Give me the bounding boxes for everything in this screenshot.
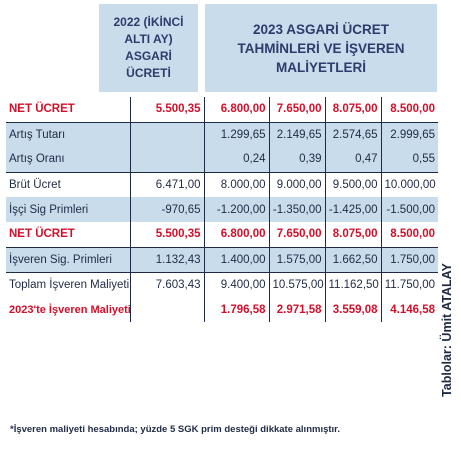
cell-scenario-3: 9.500,00	[324, 171, 381, 197]
cell-scenario-4: 1.750,00	[380, 246, 438, 272]
table-row-artis-tutari: Artış Tutarı 1.299,65 2.149,65 2.574,65 …	[6, 121, 438, 147]
table-row-toplam-isveren-maliyeti: Toplam İşveren Maliyeti 7.603,43 9.400,0…	[6, 271, 438, 297]
cell-scenario-1: 1.796,58	[203, 297, 269, 322]
cell-scenario-1: 9.400,00	[203, 271, 269, 297]
table-row-isveren-sig-primleri: İşveren Sig. Primleri 1.132,43 1.400,00 …	[6, 246, 438, 272]
header-2023-columns: 2023 ASGARİ ÜCRET TAHMİNLERİ VE İŞVEREN …	[205, 4, 437, 92]
cell-scenario-3: 8.075,00	[324, 97, 381, 122]
cell-scenario-1: 0,24	[203, 147, 269, 172]
cell-scenario-4: 8.500,00	[380, 97, 438, 122]
row-label: Brüt Ücret	[6, 171, 130, 197]
salary-cost-table: NET ÜCRET 5.500,35 6.800,00 7.650,00 8.0…	[6, 97, 438, 322]
table-row-net-ucret: NET ÜCRET 5.500,35 6.800,00 7.650,00 8.0…	[6, 97, 438, 122]
cell-scenario-4: 4.146,58	[380, 297, 438, 322]
cell-scenario-3: 1.662,50	[324, 246, 381, 272]
cell-scenario-1: 1.299,65	[203, 121, 269, 147]
cell-scenario-2: 7.650,00	[268, 222, 325, 247]
cell-2022: 5.500,35	[129, 97, 204, 122]
cell-scenario-3: 0,47	[324, 147, 381, 172]
cell-scenario-1: 8.000,00	[203, 171, 269, 197]
cell-scenario-3: 11.162,50	[324, 271, 381, 297]
cell-scenario-2: 0,39	[268, 147, 325, 172]
cell-2022: 1.132,43	[129, 246, 204, 272]
cell-scenario-3: 3.559,08	[324, 297, 381, 322]
cell-scenario-4: -1.500,00	[380, 197, 438, 222]
row-label: Toplam İşveren Maliyeti	[6, 271, 130, 297]
cell-scenario-2: 7.650,00	[268, 97, 325, 122]
cell-scenario-4: 0,55	[380, 147, 438, 172]
table-row-net-ucret-2: NET ÜCRET 5.500,35 6.800,00 7.650,00 8.0…	[6, 222, 438, 247]
row-label: İşveren Sig. Primleri	[6, 246, 130, 272]
row-label: NET ÜCRET	[9, 103, 75, 116]
row-label: NET ÜCRET	[9, 228, 75, 241]
cell-scenario-2: -1.350,00	[268, 197, 325, 222]
cell-scenario-2: 2.149,65	[268, 121, 325, 147]
cell-scenario-1: 6.800,00	[203, 97, 269, 122]
footnote: *İşveren maliyeti hesabında; yüzde 5 SGK…	[10, 424, 340, 435]
cell-2022: 5.500,35	[129, 222, 204, 247]
row-label: Artış Oranı	[6, 147, 130, 172]
cell-2022	[129, 147, 204, 172]
cell-scenario-2: 9.000,00	[268, 171, 325, 197]
header-2022-column: 2022 (İKİNCİ ALTI AY) ASGARİ ÜCRETİ	[99, 4, 198, 92]
cell-2022: -970,65	[129, 197, 204, 222]
cell-scenario-3: 2.574,65	[324, 121, 381, 147]
cell-scenario-2: 1.575,00	[268, 246, 325, 272]
table-row-isci-sig-primleri: İşçi Sig Primleri -970,65 -1.200,00 -1.3…	[6, 197, 438, 222]
cell-scenario-4: 2.999,65	[380, 121, 438, 147]
author-credit-text: Tablolar: Ümit ATALAY	[440, 263, 454, 397]
cell-scenario-3: -1.425,00	[324, 197, 381, 222]
cell-scenario-2: 10.575,00	[268, 271, 325, 297]
cell-scenario-1: 6.800,00	[203, 222, 269, 247]
table-row-brut-ucret: Brüt Ücret 6.471,00 8.000,00 9.000,00 9.…	[6, 171, 438, 197]
cell-scenario-1: 1.400,00	[203, 246, 269, 272]
table-row-isveren-maliyeti-artisi: 2023'te İşveren Maliyeti Artışı 1.796,58…	[6, 297, 438, 322]
cell-2022: 7.603,43	[129, 271, 204, 297]
cell-2022	[129, 121, 204, 147]
cell-2022	[129, 297, 204, 322]
cell-scenario-4: 10.000,00	[380, 171, 438, 197]
row-label: 2023'te İşveren Maliyeti Artışı	[9, 303, 130, 316]
table-row-artis-orani: Artış Oranı 0,24 0,39 0,47 0,55	[6, 147, 438, 172]
row-label: İşçi Sig Primleri	[6, 197, 130, 222]
row-label: Artış Tutarı	[6, 121, 130, 147]
cell-2022: 6.471,00	[129, 171, 204, 197]
cell-scenario-2: 2.971,58	[268, 297, 325, 322]
cell-scenario-4: 11.750,00	[380, 271, 438, 297]
author-credit: Tablolar: Ümit ATALAY	[438, 225, 456, 435]
cell-scenario-3: 8.075,00	[324, 222, 381, 247]
cell-scenario-1: -1.200,00	[203, 197, 269, 222]
cell-scenario-4: 8.500,00	[380, 222, 438, 247]
